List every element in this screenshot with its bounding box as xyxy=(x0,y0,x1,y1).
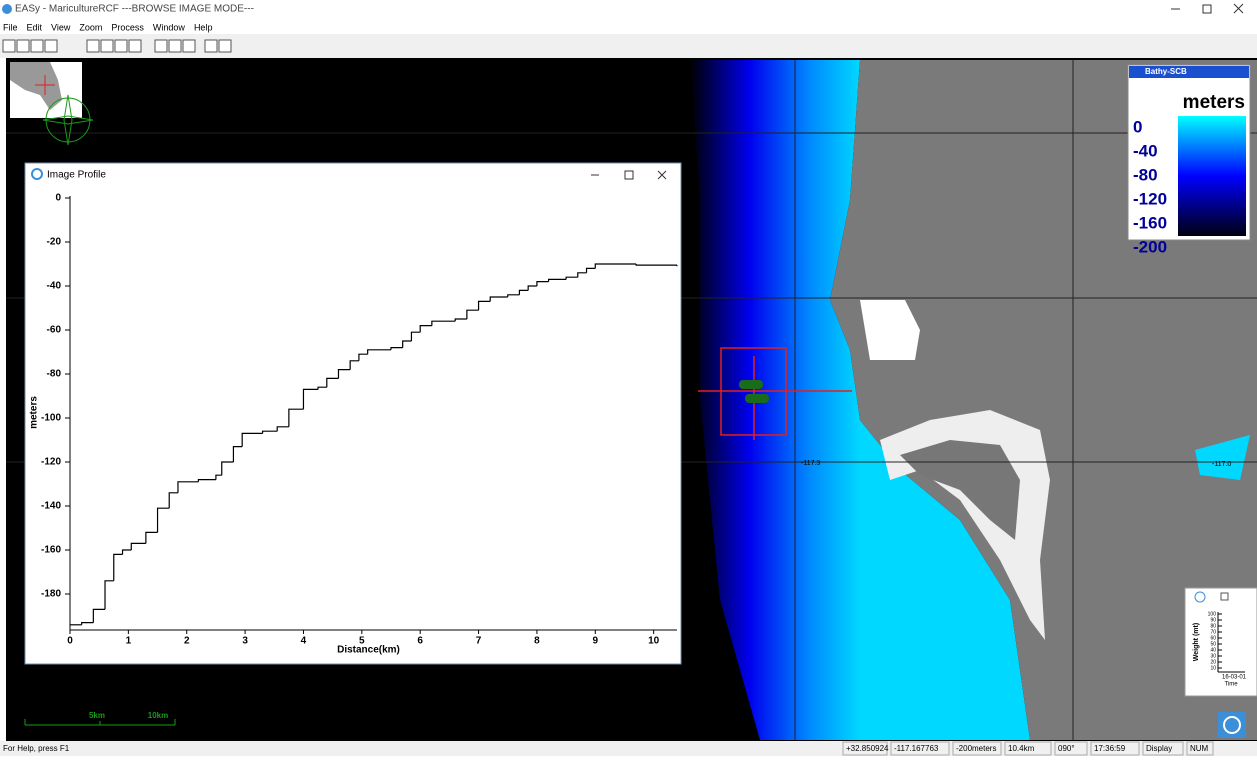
tool-button[interactable] xyxy=(219,40,231,52)
tool-button[interactable] xyxy=(17,40,29,52)
tool-button[interactable] xyxy=(3,40,15,52)
scale-label: 5km xyxy=(89,711,105,720)
y-tick-label: -80 xyxy=(47,369,62,380)
farm-site[interactable] xyxy=(739,380,763,389)
mini-y-label: Weight (mt) xyxy=(1193,623,1200,661)
profile-window xyxy=(25,163,681,664)
y-tick-label: -120 xyxy=(41,457,61,468)
tool-button[interactable] xyxy=(101,40,113,52)
tool-button[interactable] xyxy=(129,40,141,52)
corner-icon[interactable] xyxy=(1218,712,1246,738)
y-tick-label: -60 xyxy=(47,325,62,336)
menu-item[interactable]: View xyxy=(51,22,71,32)
status-fields: +32.850924 -117.167763 -200meters 10.4km 090… xyxy=(843,742,1213,755)
x-tick-label: 4 xyxy=(301,636,307,647)
legend-label: 0 xyxy=(1133,117,1142,136)
legend-unit: meters xyxy=(1183,92,1245,113)
menu-item[interactable]: File xyxy=(3,22,18,32)
x-tick-label: 9 xyxy=(593,636,599,647)
x-axis-label: Distance(km) xyxy=(337,645,400,656)
x-tick-label: 8 xyxy=(534,636,540,647)
y-tick-label: -20 xyxy=(47,237,62,248)
legend-label: -200 xyxy=(1133,237,1167,256)
status-text: NUM xyxy=(1190,744,1209,753)
tool-button[interactable] xyxy=(205,40,217,52)
scale-label: 10km xyxy=(148,711,168,720)
status-text: -117.167763 xyxy=(894,744,939,753)
y-tick-label: -160 xyxy=(41,545,61,556)
menu-item[interactable]: Edit xyxy=(27,22,43,32)
tool-button[interactable] xyxy=(31,40,43,52)
mini-date: 16-03-01 xyxy=(1222,675,1247,681)
app-icon xyxy=(2,4,12,14)
x-tick-label: 1 xyxy=(126,636,132,647)
legend-title: Bathy-SCB xyxy=(1145,67,1187,76)
x-tick-label: 3 xyxy=(242,636,248,647)
y-tick-label: -40 xyxy=(47,281,62,292)
status-help: For Help, press F1 xyxy=(3,744,70,753)
grid-label: -117.0 xyxy=(1212,461,1231,468)
status-text: 17:36:59 xyxy=(1094,744,1126,753)
status-text: -200meters xyxy=(956,744,996,753)
y-tick-label: -140 xyxy=(41,501,61,512)
profile-title: Image Profile xyxy=(47,170,106,181)
tool-button[interactable] xyxy=(183,40,195,52)
menu-bar xyxy=(0,20,1257,34)
legend-label: -160 xyxy=(1133,213,1167,232)
mini-x-label: Time xyxy=(1224,682,1238,688)
mini-tick-label: 10 xyxy=(1210,665,1216,671)
y-tick-label: 0 xyxy=(55,193,61,204)
x-tick-label: 2 xyxy=(184,636,190,647)
y-axis-label: meters xyxy=(29,396,40,429)
grid-label: -117.3 xyxy=(801,460,820,467)
menu-item[interactable]: Window xyxy=(153,22,186,32)
y-tick-label: -180 xyxy=(41,589,61,600)
tool-button[interactable] xyxy=(115,40,127,52)
legend-gradient xyxy=(1178,116,1246,236)
x-tick-label: 0 xyxy=(67,636,73,647)
tool-button[interactable] xyxy=(155,40,167,52)
window-title: EASy - MaricultureRCF ---BROWSE IMAGE MO… xyxy=(15,4,254,15)
x-tick-label: 10 xyxy=(648,636,660,647)
x-tick-label: 7 xyxy=(476,636,482,647)
status-text: Display xyxy=(1146,744,1172,753)
x-tick-label: 6 xyxy=(417,636,423,647)
status-text: 10.4km xyxy=(1008,744,1035,753)
legend-label: -120 xyxy=(1133,189,1167,208)
legend-label: -80 xyxy=(1133,165,1158,184)
status-text: 090° xyxy=(1058,744,1075,753)
y-tick-label: -100 xyxy=(41,413,61,424)
legend-label: -40 xyxy=(1133,141,1158,160)
screen: EASy - MaricultureRCF ---BROWSE IMAGE MO… xyxy=(0,0,1257,756)
menu-item[interactable]: Zoom xyxy=(79,22,102,32)
status-text: +32.850924 xyxy=(846,744,889,753)
tool-button[interactable] xyxy=(169,40,181,52)
page: EASy - MaricultureRCF ---BROWSE IMAGE MO… xyxy=(0,0,1257,756)
farm-site[interactable] xyxy=(745,394,769,403)
menu-item[interactable]: Process xyxy=(111,22,144,32)
menu-item[interactable]: Help xyxy=(194,22,213,32)
tool-button[interactable] xyxy=(45,40,57,52)
tool-button[interactable] xyxy=(87,40,99,52)
